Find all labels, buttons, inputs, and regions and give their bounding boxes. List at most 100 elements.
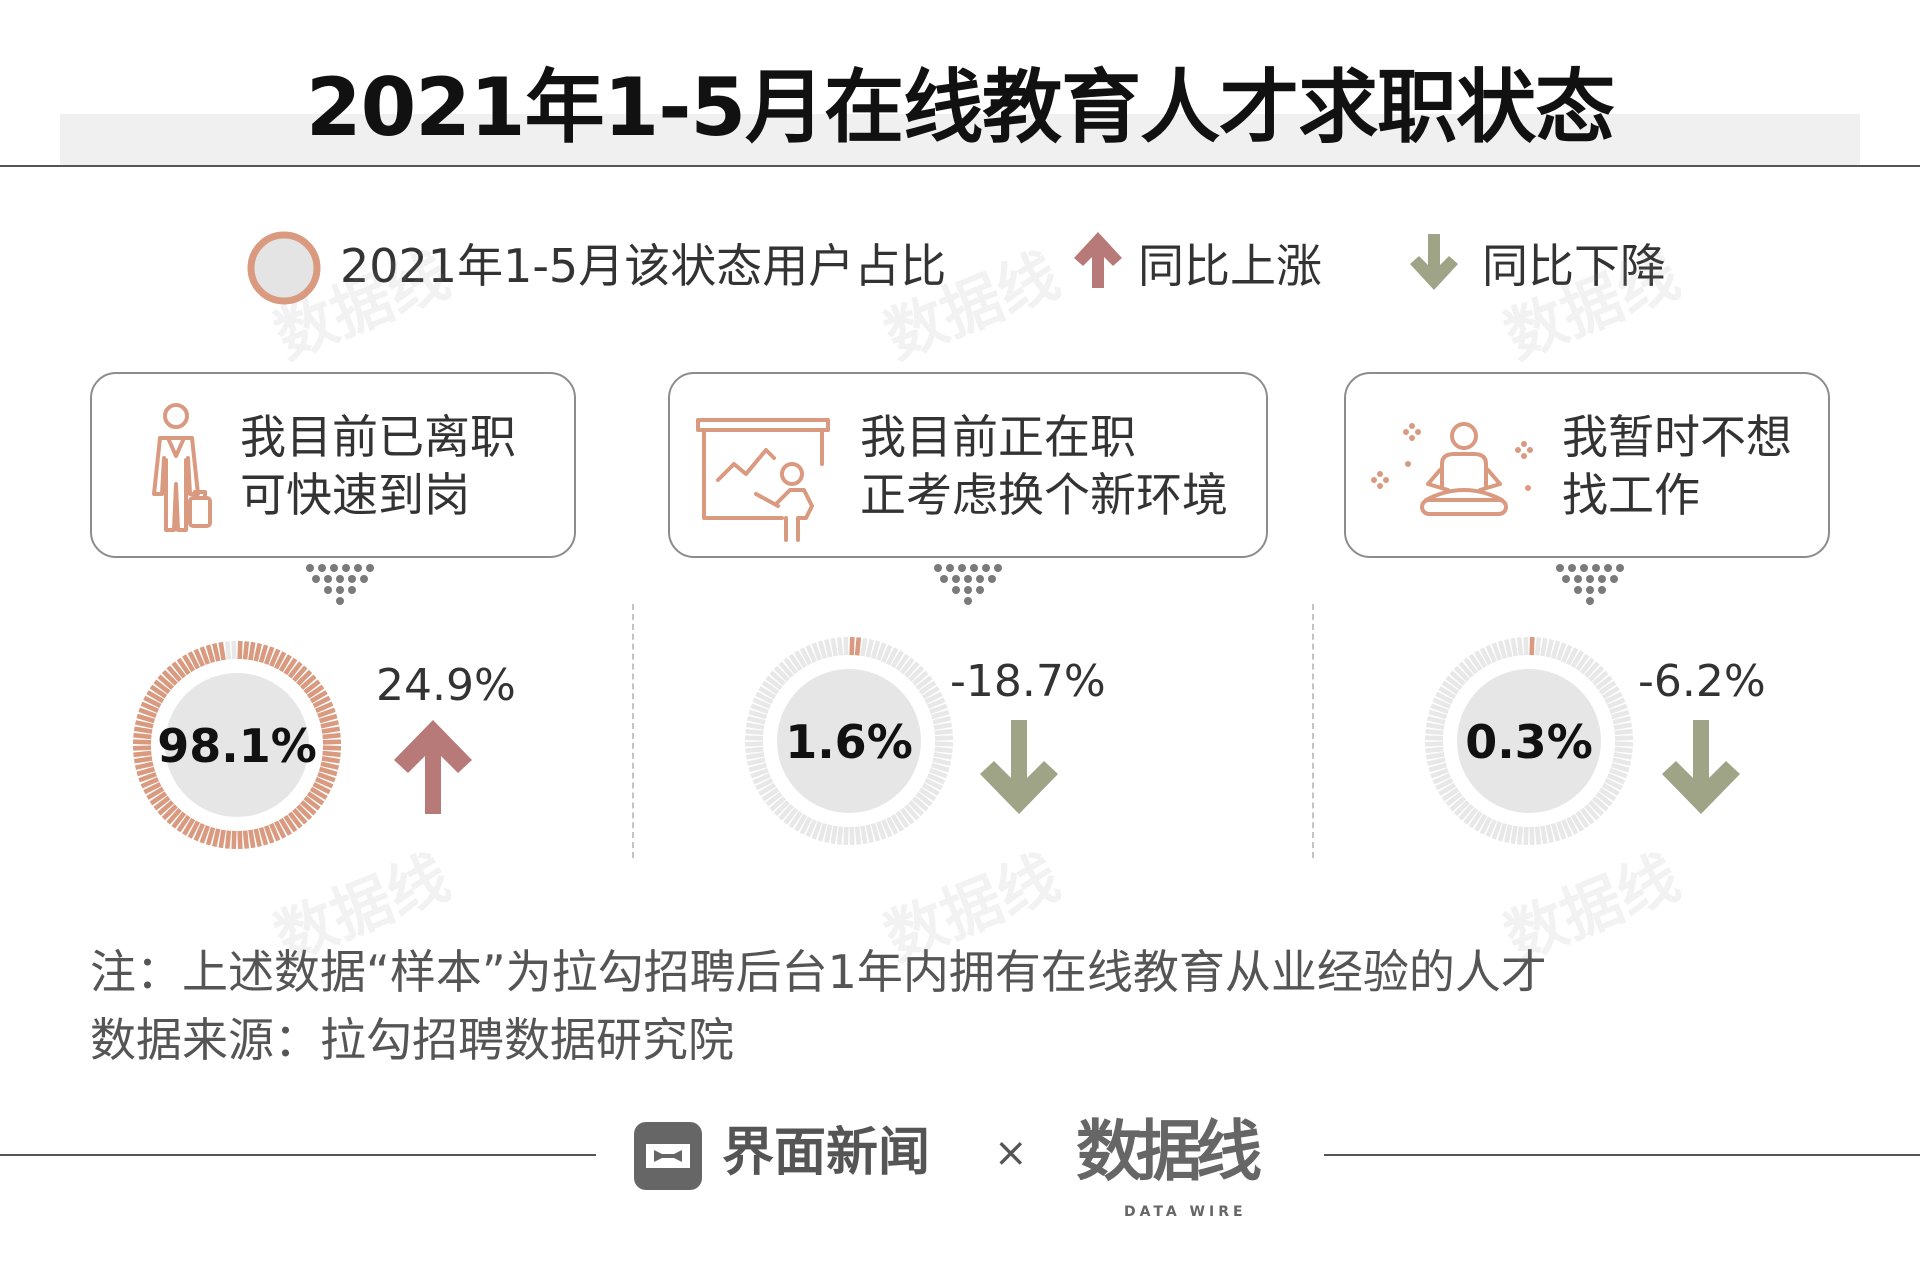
donut-share-segment [133,732,152,740]
donut-rest-segment [1529,826,1535,846]
donut-rest-segment [799,647,813,666]
connector-dot [306,564,314,572]
donut-share-segment [161,804,178,821]
donut-rest-segment [1516,637,1524,656]
donut-rest-segment [927,773,946,785]
donut-share-segment [187,651,201,670]
donut-rest-segment [1438,782,1457,796]
donut-rest-segment [1479,647,1493,666]
donut-rest-segment [1598,787,1617,802]
donut-rest-segment [885,647,899,666]
share-label-not-seeking: 0.3% [1465,715,1593,769]
donut-share-segment [322,732,341,740]
donut-share-segment [149,684,168,699]
donut-rest-segment [744,741,764,747]
donut-rest-segment [836,826,844,845]
up-arrow-icon [394,720,472,814]
donut-rest-segment [1449,670,1467,686]
donut-share-segment [205,644,216,664]
donut-rest-segment [1614,735,1634,741]
donut-rest-segment [758,686,777,700]
connector-dot [1610,575,1618,583]
donut-rest-segment [1591,670,1609,686]
presentation-board-icon [696,418,830,542]
donut-share-segment [258,826,269,846]
donut-rest-segment [755,691,774,705]
donut-share-segment [296,804,313,821]
donut-rest-segment [1612,716,1631,725]
card-not-seeking-line1: 我暂时不想 [1562,410,1792,464]
donut-rest-segment [1607,697,1626,709]
donut-rest-segment [1561,644,1573,663]
donut-share-segment [321,726,341,734]
donut-rest-segment [750,703,769,715]
donut-share-segment [133,756,153,764]
page-title: 2021年1-5月在线教育人才求职状态 [305,61,1615,154]
donut-rest-segment [1468,810,1483,829]
donut-rest-segment [745,752,765,760]
connector-dot [1604,564,1612,572]
donut-rest-segment [854,826,862,845]
donut-share-segment [140,701,159,713]
donut-share-segment [263,825,275,844]
donut-rest-segment [788,653,803,672]
brand-jiemian: 界面新闻 [722,1123,931,1183]
donut-rest-segment [1425,752,1445,760]
donut-share-segment [269,648,281,667]
card-not-seeking [1344,372,1830,558]
donut-share-segment [273,651,287,670]
legend-ring-icon [247,231,321,305]
donut-rest-segment [1588,800,1605,817]
donut-rest-segment [1612,757,1631,766]
donut-rest-segment [1445,791,1463,807]
donut-rest-segment [934,735,954,741]
donut-rest-segment [1445,675,1463,691]
donut-share-segment [258,644,269,664]
donut-rest-segment [1474,650,1488,669]
donut-share-segment [303,795,321,811]
donut-share-segment [287,661,303,679]
connector-dot [970,564,978,572]
donut-rest-segment [811,642,823,661]
legend-share-label: 2021年1-5月该状态用户占比 [340,239,947,293]
donut-share-segment [182,817,196,836]
donut-rest-segment [1595,675,1613,691]
donut-rest-segment [744,735,764,741]
donut-rest-segment [817,640,828,660]
donut-rest-segment [1540,825,1548,845]
connector-dot [336,586,344,594]
donut-rest-segment [231,640,237,660]
donut-share-segment [299,800,317,816]
donut-rest-segment [1474,813,1488,832]
donut-share-segment [306,791,325,806]
donut-rest-segment [748,762,768,773]
donut-rest-segment [927,697,946,709]
donut-share-segment [146,786,165,800]
donut-rest-segment [1523,636,1529,656]
donut-share-segment [292,665,308,683]
donut-rest-segment [765,675,783,691]
donut-rest-segment [778,661,794,679]
connector-dot [1598,575,1606,583]
connector-dot [1562,575,1570,583]
donut-rest-segment [769,670,787,686]
donut-rest-segment [921,782,940,796]
donut-rest-segment [1601,782,1620,796]
donut-rest-segment [860,825,868,845]
donut-rest-segment [1449,796,1467,812]
donut-rest-segment [865,639,874,658]
donut-resigned [132,640,342,850]
donut-rest-segment [1463,807,1479,825]
connector-dot [988,575,996,583]
donut-rest-segment [1604,777,1623,791]
connector-dot [976,586,984,594]
donut-share-segment [212,643,221,662]
connector-dot [1598,586,1606,594]
card-resigned-line1: 我目前已离职 [240,410,516,464]
legend-up-arrow-icon [1074,232,1122,288]
donut-rest-segment [932,716,951,725]
connector-dot [1586,586,1594,594]
connector-dots-3 [1556,564,1624,605]
donut-rest-segment [1435,777,1454,791]
donut-rest-segment [773,665,790,682]
